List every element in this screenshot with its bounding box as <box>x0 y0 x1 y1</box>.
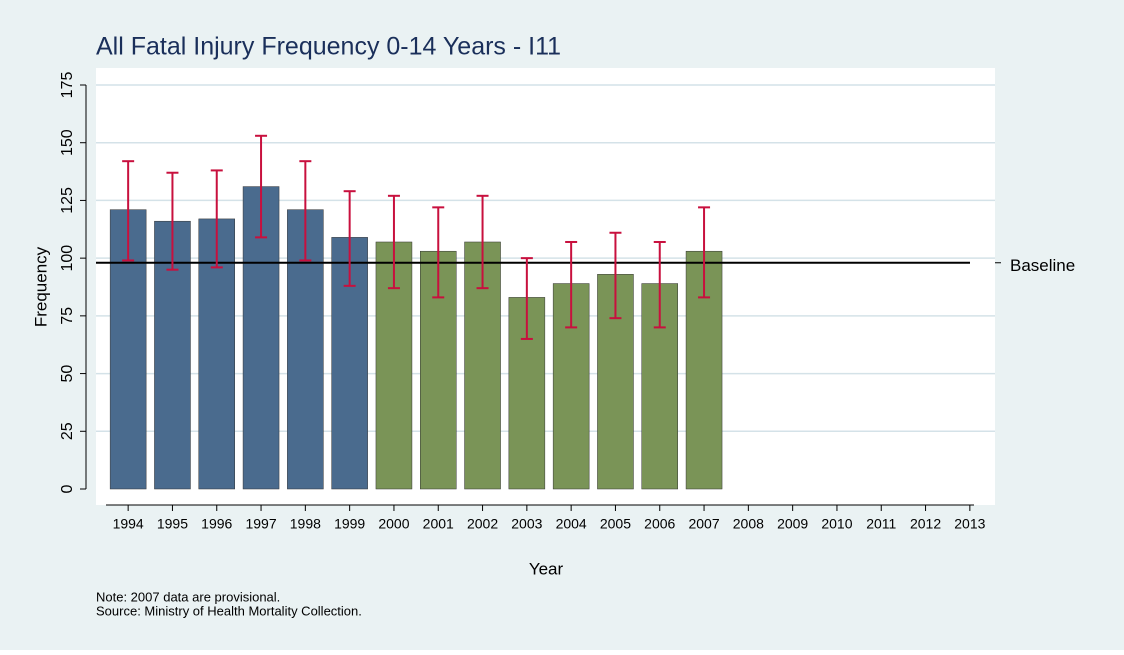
note: Note: 2007 data are provisional. <box>96 589 280 604</box>
y-tick-label: 25 <box>59 422 76 440</box>
baseline-label: Baseline <box>1010 256 1075 275</box>
x-tick-label: 1997 <box>245 516 276 532</box>
error-bar <box>122 160 135 262</box>
x-tick-label: 2000 <box>378 516 409 532</box>
x-tick-label: 2004 <box>556 516 587 532</box>
error-bar <box>255 134 268 239</box>
y-tick-label: 50 <box>59 365 76 383</box>
chart-title: All Fatal Injury Frequency 0-14 Years - … <box>96 33 561 61</box>
bar <box>198 218 235 490</box>
error-bar <box>432 206 445 299</box>
x-tick-label: 1998 <box>290 516 321 532</box>
x-tick-label: 2002 <box>467 516 498 532</box>
y-tick-label: 125 <box>59 187 76 214</box>
error-bar <box>520 257 533 340</box>
error-bar <box>210 169 223 269</box>
x-tick-label: 1995 <box>157 516 188 532</box>
y-tick-label: 100 <box>59 245 76 272</box>
x-tick-label: 2012 <box>910 516 941 532</box>
error-bar <box>166 171 179 271</box>
note: Source: Ministry of Health Mortality Col… <box>96 603 362 618</box>
error-bar <box>387 194 400 290</box>
y-tick-label: 175 <box>59 72 76 99</box>
y-tick-label: 150 <box>59 129 76 156</box>
error-bar <box>565 240 578 329</box>
x-tick-label: 2013 <box>954 516 985 532</box>
x-tick-label: 2007 <box>688 516 719 532</box>
error-bar <box>299 160 312 262</box>
error-bar <box>653 240 666 329</box>
y-tick-label: 0 <box>59 484 76 493</box>
x-tick-label: 1994 <box>113 516 144 532</box>
x-tick-label: 1996 <box>201 516 232 532</box>
y-axis-label: Frequency <box>31 246 50 327</box>
error-bar <box>343 190 356 287</box>
error-bar <box>609 231 622 320</box>
error-bar <box>476 194 489 290</box>
x-tick-label: 2009 <box>777 516 808 532</box>
x-tick-label: 2011 <box>866 516 896 532</box>
x-tick-label: 2005 <box>600 516 631 532</box>
error-bar <box>698 206 711 299</box>
x-tick-label: 2003 <box>511 516 542 532</box>
x-tick-label: 1999 <box>334 516 365 532</box>
y-tick-label: 75 <box>59 307 76 325</box>
x-axis-label: Year <box>529 559 564 578</box>
x-tick-label: 2008 <box>733 516 764 532</box>
x-tick-label: 2010 <box>821 516 852 532</box>
x-tick-label: 2006 <box>644 516 675 532</box>
x-tick-label: 2001 <box>423 516 454 532</box>
